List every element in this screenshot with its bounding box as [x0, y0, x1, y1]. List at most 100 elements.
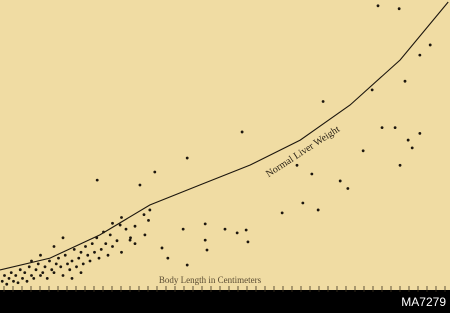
point	[39, 274, 42, 277]
point	[393, 126, 397, 129]
point	[361, 149, 365, 153]
point	[338, 179, 342, 183]
point	[57, 256, 60, 260]
point	[99, 248, 103, 251]
point	[203, 222, 207, 226]
curve	[0, 1, 449, 271]
point	[280, 211, 284, 215]
point	[79, 250, 83, 254]
point	[301, 201, 305, 205]
point	[181, 227, 185, 231]
point	[25, 279, 29, 283]
point	[205, 248, 209, 252]
point	[14, 274, 18, 277]
point	[79, 271, 83, 274]
point	[70, 277, 74, 280]
point	[72, 248, 76, 251]
point	[133, 242, 137, 246]
point	[138, 183, 142, 187]
point	[21, 277, 24, 280]
point	[84, 245, 87, 248]
point	[104, 242, 108, 246]
point	[115, 239, 119, 243]
point	[41, 271, 45, 274]
point	[88, 259, 92, 263]
point	[0, 279, 4, 283]
point	[5, 282, 9, 286]
point	[36, 262, 40, 266]
point	[133, 224, 137, 228]
point	[16, 281, 20, 285]
point	[66, 262, 69, 266]
point	[153, 170, 157, 174]
point	[108, 233, 112, 237]
point	[48, 259, 51, 263]
point	[185, 156, 189, 160]
point	[346, 187, 350, 190]
x-axis-label: Body Length in Centimeters	[159, 275, 262, 285]
point	[52, 245, 56, 248]
point	[43, 265, 47, 269]
point	[142, 213, 146, 217]
point	[70, 259, 74, 263]
point	[124, 227, 128, 231]
point	[111, 221, 114, 225]
point	[30, 259, 33, 263]
point	[143, 233, 147, 237]
point	[235, 231, 239, 235]
point	[160, 246, 164, 250]
point	[166, 256, 170, 260]
point	[203, 238, 207, 242]
point	[30, 274, 33, 277]
point	[12, 279, 15, 283]
point	[97, 256, 101, 260]
point	[54, 262, 58, 266]
point	[310, 172, 314, 176]
point	[27, 265, 31, 269]
point	[34, 268, 38, 272]
point	[321, 100, 325, 103]
point	[45, 277, 49, 280]
footer-strip	[0, 290, 450, 313]
point	[148, 208, 152, 212]
point	[118, 223, 122, 227]
point	[68, 268, 72, 272]
point	[32, 277, 36, 280]
point	[75, 265, 78, 269]
point	[410, 146, 414, 150]
point	[81, 262, 85, 266]
point	[240, 130, 244, 134]
point	[106, 253, 110, 257]
point	[428, 43, 432, 47]
point	[52, 271, 56, 274]
point	[185, 263, 189, 267]
point	[59, 265, 63, 269]
point	[380, 126, 384, 129]
point	[61, 236, 65, 240]
point	[9, 271, 13, 274]
point	[39, 253, 42, 257]
point	[376, 4, 380, 8]
point	[147, 219, 150, 222]
point	[129, 236, 132, 240]
point	[223, 227, 227, 231]
point	[418, 132, 422, 135]
image-id: MA7279	[401, 295, 446, 309]
point	[63, 253, 67, 257]
point	[3, 274, 6, 277]
point	[398, 163, 402, 167]
point	[246, 240, 250, 244]
plot-background	[0, 0, 450, 290]
point	[120, 216, 123, 219]
point	[23, 271, 27, 274]
point	[7, 277, 11, 280]
point	[93, 250, 96, 254]
point	[95, 178, 99, 182]
point	[111, 245, 114, 248]
point	[90, 242, 94, 246]
point	[61, 274, 65, 277]
point	[18, 268, 22, 272]
point	[295, 163, 299, 167]
point	[120, 250, 123, 254]
